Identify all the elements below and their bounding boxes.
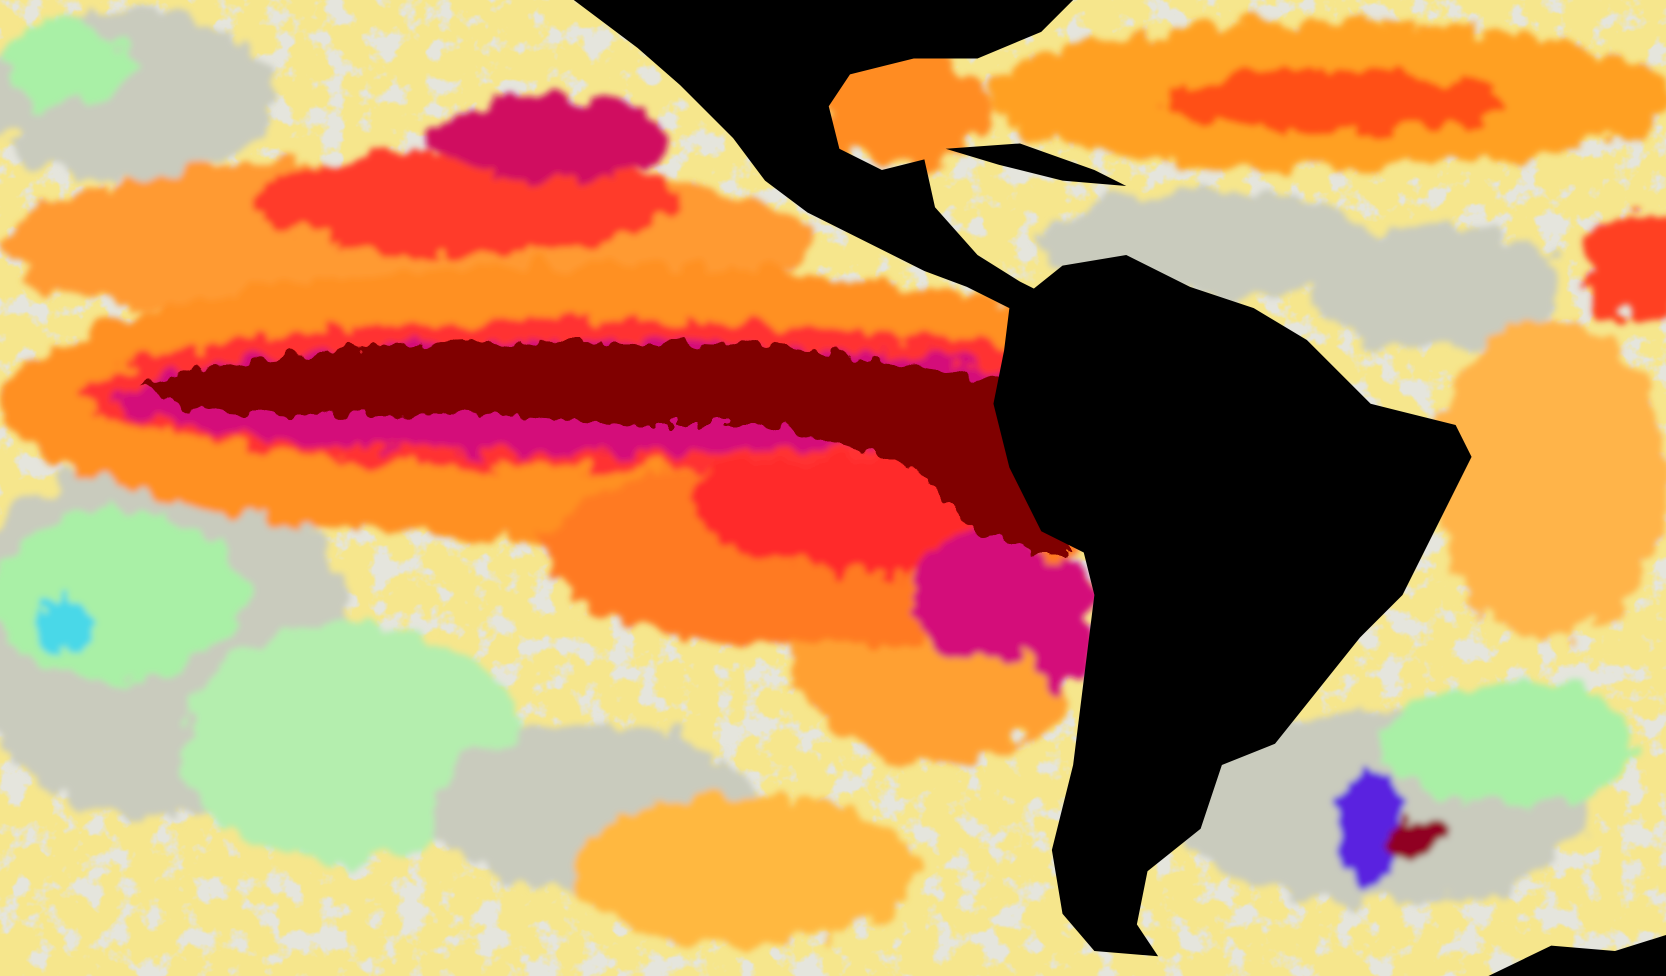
south-america xyxy=(993,255,1472,957)
cool-area xyxy=(0,21,128,107)
cuba xyxy=(945,143,1127,186)
cold-area xyxy=(1338,765,1403,893)
cool-area xyxy=(1381,680,1637,808)
warm-area xyxy=(1381,822,1445,857)
cool-area xyxy=(31,600,96,654)
antarctic-edge xyxy=(1488,935,1666,976)
land xyxy=(573,0,1666,976)
warm-area xyxy=(1583,212,1666,319)
warm-area xyxy=(913,531,1063,659)
warm-area xyxy=(1434,318,1666,638)
warm-area xyxy=(818,47,989,165)
north-america xyxy=(573,0,1074,309)
extreme-warm-core xyxy=(138,341,1074,553)
warm-area xyxy=(1030,563,1095,691)
cool-area xyxy=(180,626,521,861)
warm-area xyxy=(1168,69,1509,133)
warm-area xyxy=(435,95,670,181)
neutral-area xyxy=(1306,223,1562,351)
warm-area xyxy=(573,796,914,946)
cool-area xyxy=(0,510,245,680)
